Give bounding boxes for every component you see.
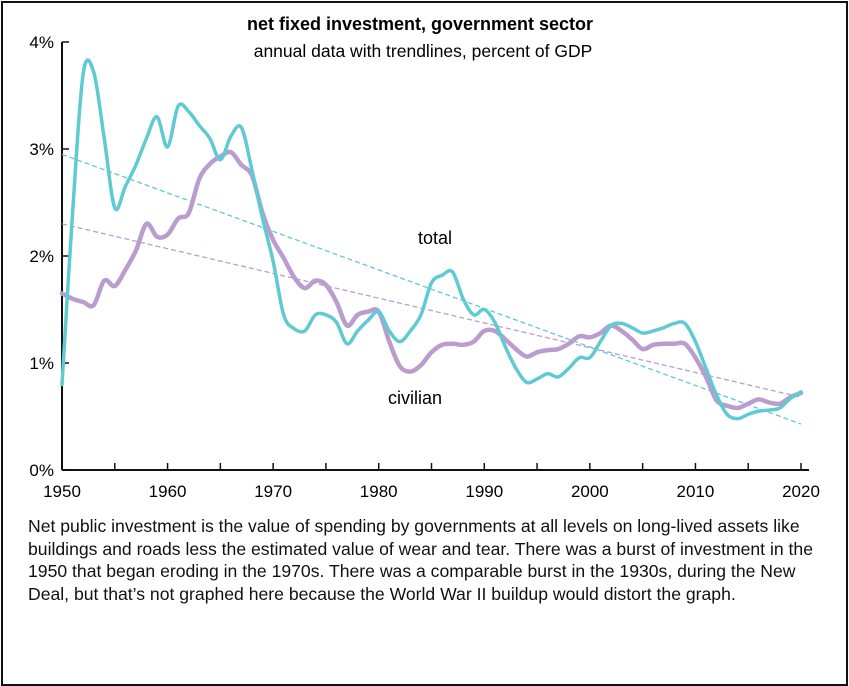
trendline-total [61, 153, 802, 425]
x-tick-label: 1980 [360, 482, 398, 501]
series-label-total: total [418, 228, 452, 248]
series-line-total [60, 58, 803, 421]
series-line-civilian [59, 149, 804, 411]
y-tick-label: 0% [29, 461, 54, 480]
x-tick-label: 2000 [571, 482, 609, 501]
x-tick-label: 1950 [43, 482, 81, 501]
chart-subtitle: annual data with trendlines, percent of … [254, 41, 593, 61]
chart-title: net fixed investment, government sector [247, 14, 593, 34]
series-label-civilian: civilian [388, 388, 442, 408]
trendline-civilian [61, 223, 802, 398]
y-tick-label: 1% [29, 354, 54, 373]
y-tick-label: 2% [29, 247, 54, 266]
x-tick-label: 2020 [782, 482, 820, 501]
caption: Net public investment is the value of sp… [28, 516, 814, 604]
y-tick-label: 3% [29, 140, 54, 159]
y-tick-label: 4% [29, 33, 54, 52]
x-tick-label: 1960 [149, 482, 187, 501]
x-tick-label: 1970 [254, 482, 292, 501]
x-tick-label: 1990 [465, 482, 503, 501]
x-tick-label: 2010 [677, 482, 715, 501]
